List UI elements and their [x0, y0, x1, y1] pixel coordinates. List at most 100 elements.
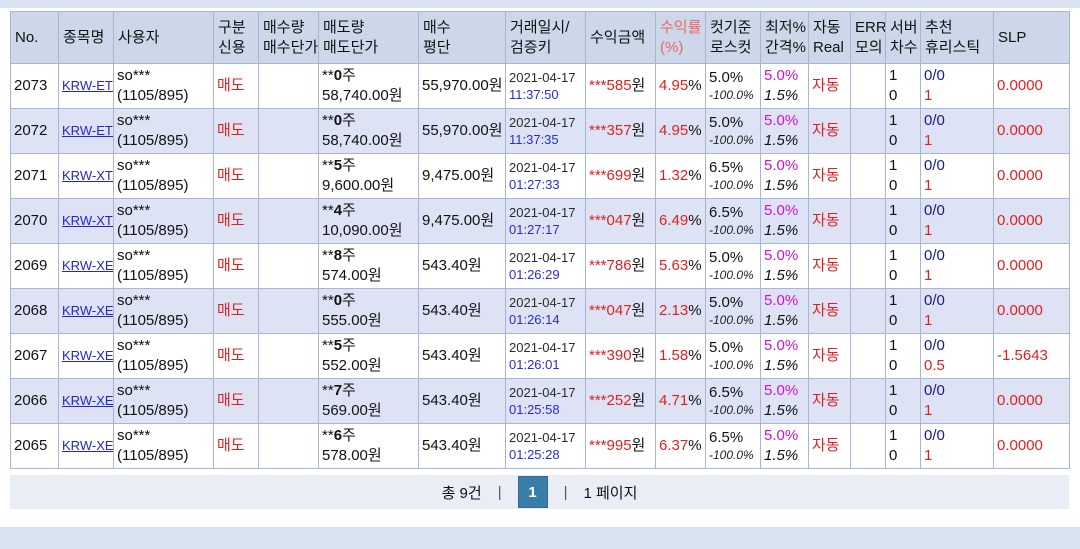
row-number: 2066	[10, 378, 59, 424]
symbol-link[interactable]: KRW-XEM	[62, 438, 114, 454]
row-number: 2073	[10, 63, 59, 109]
buy-avg-cell: 543.40원	[418, 423, 506, 469]
table-row: 2067 KRW-XEM so***(1105/895) 매도 **5주552.…	[10, 333, 1070, 379]
trade-datetime-cell: 2021-04-17 11:37:50	[505, 63, 586, 109]
col-header-slp: SLP	[993, 11, 1070, 64]
symbol-cell: KRW-ETC	[58, 63, 114, 109]
recommend-heuristic-cell: 0/0 0.5	[920, 333, 994, 379]
col-header-profit-amount: 수익금액	[585, 11, 656, 64]
symbol-link[interactable]: KRW-ETC	[62, 123, 113, 139]
buy-avg-cell: 543.40원	[418, 243, 506, 289]
sell-qty-cell: **5주 9,600.00원	[318, 153, 419, 199]
buy-qty-cell	[258, 108, 319, 154]
trade-datetime-cell: 2021-04-17 01:26:29	[505, 243, 586, 289]
profit-amount-cell: ***357원	[585, 108, 656, 154]
buy-qty-cell	[258, 288, 319, 334]
trade-type-cell: 매도	[213, 108, 259, 154]
buy-qty-cell	[258, 198, 319, 244]
col-header-no: No.	[10, 11, 59, 64]
col-header-datetime: 거래일시/검증키	[505, 11, 586, 64]
col-header-auto-real: 자동 Real	[808, 11, 851, 64]
profit-rate-cell: 1.58%	[655, 333, 706, 379]
trade-type-cell: 매도	[213, 378, 259, 424]
recommend-heuristic-cell: 0/0 1	[920, 378, 994, 424]
sell-qty-cell: **7주 569.00원	[318, 378, 419, 424]
profit-amount-cell: ***390원	[585, 333, 656, 379]
err-sim-cell	[850, 288, 886, 334]
symbol-link[interactable]: KRW-XTZ	[62, 213, 113, 229]
symbol-link[interactable]: KRW-XEM	[62, 393, 114, 409]
lowest-interval-cell: 5.0% 1.5%	[760, 333, 809, 379]
col-header-type: 구분 신용	[213, 11, 259, 64]
sell-qty-cell: **5주 552.00원	[318, 333, 419, 379]
table-row: 2073 KRW-ETC so***(1105/895) 매도 **0주58,7…	[10, 63, 1070, 109]
symbol-link[interactable]: KRW-ETC	[62, 78, 113, 94]
auto-real-cell: 자동	[808, 108, 851, 154]
sell-qty-cell: **8주 574.00원	[318, 243, 419, 289]
buy-qty-cell	[258, 63, 319, 109]
symbol-link[interactable]: KRW-XTZ	[62, 168, 113, 184]
trade-type-cell: 매도	[213, 423, 259, 469]
col-header-user: 사용자	[113, 11, 214, 64]
row-number: 2071	[10, 153, 59, 199]
cut-basis-cell: 5.0% -100.0%	[705, 288, 761, 334]
profit-rate-cell: 6.49%	[655, 198, 706, 244]
err-sim-cell	[850, 243, 886, 289]
col-header-lowest-interval: 최저% 간격%	[760, 11, 809, 64]
col-header-buy-avg: 매수 평단	[418, 11, 506, 64]
buy-qty-cell	[258, 378, 319, 424]
trade-datetime-cell: 2021-04-17 01:26:01	[505, 333, 586, 379]
err-sim-cell	[850, 108, 886, 154]
current-page-label: 1 페이지	[583, 484, 638, 502]
cut-basis-cell: 6.5% -100.0%	[705, 198, 761, 244]
auto-real-cell: 자동	[808, 288, 851, 334]
slp-cell: 0.0000	[993, 63, 1070, 109]
trade-type-cell: 매도	[213, 63, 259, 109]
buy-avg-cell: 9,475.00원	[418, 153, 506, 199]
trade-type-cell: 매도	[213, 288, 259, 334]
cut-basis-cell: 6.5% -100.0%	[705, 153, 761, 199]
buy-avg-cell: 55,970.00원	[418, 108, 506, 154]
separator-left: |	[497, 483, 502, 501]
symbol-link[interactable]: KRW-XEM	[62, 258, 114, 274]
page-panel: No. 종목명 사용자 구분 신용 매수량 매수단가 매도량 매도단가 매수 평단 거래…	[0, 8, 1080, 527]
row-number: 2068	[10, 288, 59, 334]
symbol-cell: KRW-ETC	[58, 108, 114, 154]
profit-amount-cell: ***786원	[585, 243, 656, 289]
trade-type-cell: 매도	[213, 198, 259, 244]
trade-datetime-cell: 2021-04-17 01:27:17	[505, 198, 586, 244]
profit-rate-cell: 6.37%	[655, 423, 706, 469]
recommend-heuristic-cell: 0/0 1	[920, 108, 994, 154]
table-row: 2070 KRW-XTZ so***(1105/895) 매도 **4주10,0…	[10, 198, 1070, 244]
user-cell: so*** (1105/895)	[113, 288, 214, 334]
user-cell: so*** (1105/895)	[113, 108, 214, 154]
cut-basis-cell: 6.5% -100.0%	[705, 378, 761, 424]
trade-datetime-cell: 2021-04-17 01:27:33	[505, 153, 586, 199]
symbol-cell: KRW-XTZ	[58, 198, 114, 244]
recommend-heuristic-cell: 0/0 1	[920, 423, 994, 469]
user-cell: so*** (1105/895)	[113, 333, 214, 379]
cut-basis-cell: 5.0% -100.0%	[705, 243, 761, 289]
symbol-cell: KRW-XEM	[58, 333, 114, 379]
col-header-server-order: 서버 차수	[885, 11, 921, 64]
sell-qty-cell: **0주 58,740.00원	[318, 108, 419, 154]
row-number: 2070	[10, 198, 59, 244]
page-1-button[interactable]: 1	[517, 476, 548, 508]
err-sim-cell	[850, 423, 886, 469]
auto-real-cell: 자동	[808, 423, 851, 469]
profit-amount-cell: ***047원	[585, 198, 656, 244]
separator-right: |	[563, 483, 568, 501]
col-header-profit-rate: 수익률 (%)	[655, 11, 706, 64]
table-row: 2071 KRW-XTZ so***(1105/895) 매도 **5주9,60…	[10, 153, 1070, 199]
total-count-label: 총 9건	[441, 484, 482, 502]
profit-amount-cell: ***047원	[585, 288, 656, 334]
auto-real-cell: 자동	[808, 378, 851, 424]
symbol-link[interactable]: KRW-XEM	[62, 348, 114, 364]
profit-rate-cell: 5.63%	[655, 243, 706, 289]
symbol-link[interactable]: KRW-XEM	[62, 303, 114, 319]
sell-qty-cell: **0주 555.00원	[318, 288, 419, 334]
